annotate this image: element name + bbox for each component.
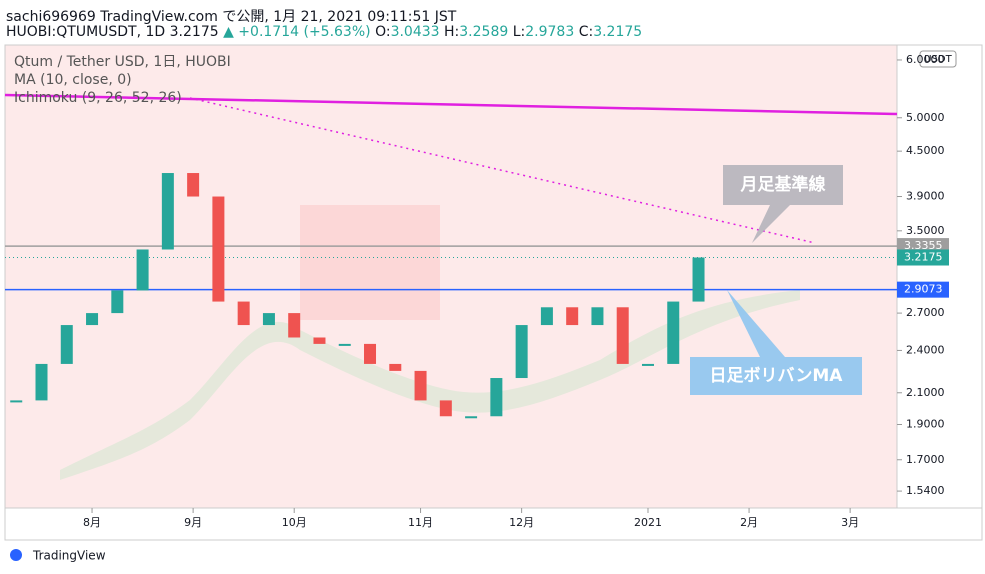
legend-item: Ichimoku (9, 26, 52, 26) [14,90,182,106]
x-tick-label: 10月 [282,516,307,529]
candle [187,173,200,197]
y-tick-label: 1.7000 [906,453,945,466]
y-tick-label: 5.0000 [906,111,945,124]
candle [86,313,99,326]
x-tick-label: 3月 [841,516,859,529]
y-tick-label: 6.0000 [906,53,945,66]
candle [641,363,654,366]
x-tick-label: 9月 [184,516,202,529]
ohlc-value: 3.0433 [390,24,440,40]
price-axis [896,44,983,509]
candle [161,173,174,250]
ohlc-label: L: [512,24,526,40]
ohlc-value: 2.9783 [525,24,575,40]
x-tick-label: 8月 [83,516,101,529]
logo [10,549,22,561]
candle [667,301,680,364]
currency-box [919,50,957,68]
candle [212,196,225,302]
price-tag [897,249,949,266]
legend-item: MA (10, close, 0) [14,72,132,88]
footer-brand: TradingView [32,549,106,563]
candle [515,325,528,379]
ichimoku-cloud [60,290,800,480]
candle [60,325,73,364]
time-axis [4,507,983,541]
candle [288,313,301,338]
annotation-box [723,165,843,243]
candle [10,400,23,403]
ohlc-label: O: [375,24,391,40]
price-tag-label: 3.2175 [904,251,943,264]
x-tick-label: 2月 [740,516,758,529]
candle [338,343,351,346]
ichimoku-cloud [300,205,440,320]
candle [364,343,377,364]
price-tag [897,281,949,298]
trend-line [4,93,898,116]
legend-item: Qtum / Tether USD, 1日, HUOBI [14,54,231,70]
y-tick-label: 2.7000 [906,306,945,319]
y-tick-label: 4.5000 [906,144,945,157]
candle [591,307,604,326]
candle [237,301,250,326]
candle [465,416,478,419]
ohlc-label: C: [578,24,594,40]
ohlc-label: H: [444,24,460,40]
trend-line [189,97,816,244]
y-tick-label: 2.4000 [906,343,945,356]
y-tick-label: 1.9000 [906,417,945,430]
candle [540,307,553,326]
change: ▲ +0.1714 (+5.63%) [223,24,371,40]
candle [136,249,149,291]
plot-area [4,44,898,509]
symbol: HUOBI:QTUMUSDT, 1D 3.2175 [6,24,219,40]
candle [389,363,402,371]
ohlc-value: 3.2175 [593,24,643,40]
candle [35,363,48,401]
y-tick-label: 3.9000 [906,190,945,203]
ohlc-value: 3.2589 [459,24,509,40]
candle [262,313,275,326]
candle [692,257,705,302]
x-tick-label: 11月 [408,516,433,529]
y-tick-label: 3.5000 [906,224,945,237]
candle [313,337,326,344]
annotation: 月足基準線 [740,174,826,195]
candle [616,307,629,364]
candle [111,290,124,314]
x-tick-label: 2021 [634,516,662,529]
price-tag-label: 2.9073 [904,283,943,296]
candle [566,307,579,326]
candle [490,378,503,417]
y-tick-label: 2.1000 [906,386,945,399]
header-line: sachi696969 TradingView.com で公開, 1月 21, … [6,9,457,25]
annotation-box [690,290,862,395]
candle [439,400,452,417]
x-tick-label: 12月 [509,516,534,529]
price-tag-label: 3.3355 [904,239,943,252]
candle [414,370,427,401]
annotation: 日足ボリバンMA [710,366,844,386]
currency: USDT [924,54,952,65]
symbol-line: HUOBI:QTUMUSDT, 1D 3.2175 ▲ +0.1714 (+5.… [6,24,642,40]
y-tick-label: 1.5400 [906,484,945,497]
